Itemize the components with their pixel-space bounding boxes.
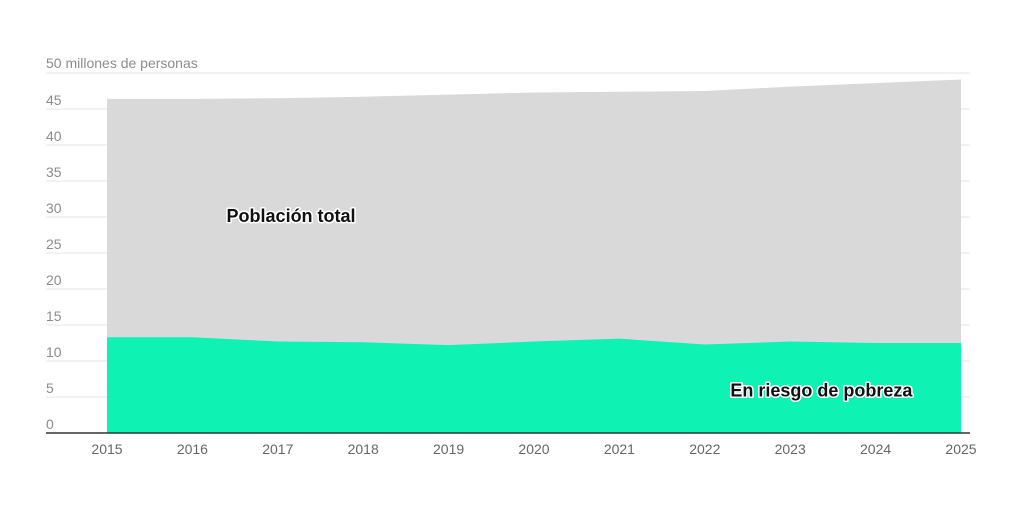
y-tick-label: 15 bbox=[46, 308, 62, 324]
x-tick-label: 2020 bbox=[518, 441, 549, 457]
series-areas bbox=[107, 79, 961, 433]
y-axis-title: 50 millones de personas bbox=[46, 55, 198, 71]
x-tick-label: 2019 bbox=[433, 441, 464, 457]
x-tick-label: 2025 bbox=[945, 441, 976, 457]
area-en-riesgo-de-pobreza bbox=[107, 337, 961, 433]
y-tick-label: 25 bbox=[46, 236, 62, 252]
y-tick-label: 45 bbox=[46, 92, 62, 108]
x-tick-label: 2017 bbox=[262, 441, 293, 457]
y-tick-labels: 0 5 10 15 20 25 30 35 40 45 bbox=[46, 92, 62, 432]
y-tick-label: 20 bbox=[46, 272, 62, 288]
y-tick-label: 30 bbox=[46, 200, 62, 216]
y-tick-label: 5 bbox=[46, 380, 54, 396]
x-tick-labels: 2015 2016 2017 2018 2019 2020 2021 2022 2023 2024… bbox=[91, 441, 976, 457]
series-label-en-riesgo-de-pobreza: En riesgo de pobreza bbox=[730, 380, 913, 400]
x-tick-label: 2022 bbox=[689, 441, 720, 457]
x-tick-label: 2023 bbox=[775, 441, 806, 457]
x-tick-label: 2021 bbox=[604, 441, 635, 457]
x-tick-label: 2015 bbox=[91, 441, 122, 457]
x-tick-label: 2024 bbox=[860, 441, 891, 457]
y-tick-label: 0 bbox=[46, 416, 54, 432]
x-tick-label: 2016 bbox=[177, 441, 208, 457]
series-label-poblacion-total: Población total bbox=[227, 206, 356, 226]
y-tick-label: 10 bbox=[46, 344, 62, 360]
y-tick-label: 35 bbox=[46, 164, 62, 180]
x-tick-label: 2018 bbox=[348, 441, 379, 457]
y-tick-label: 40 bbox=[46, 128, 62, 144]
